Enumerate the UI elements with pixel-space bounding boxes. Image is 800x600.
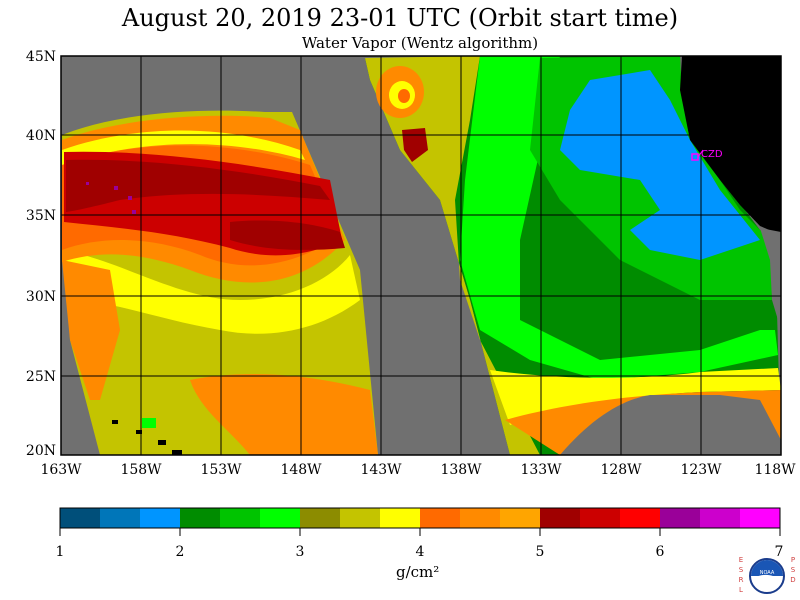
colorbar-swatch xyxy=(180,508,221,528)
colorbar-swatch xyxy=(220,508,261,528)
colorbar-swatch xyxy=(460,508,501,528)
colorbar-tick-2: 2 xyxy=(175,544,185,560)
east-swath-blue-region xyxy=(560,70,760,260)
colorbar-tick-4: 4 xyxy=(415,544,425,560)
colorbar-swatch xyxy=(340,508,381,528)
island-green-patch xyxy=(142,418,156,428)
west-swath-darkred-tongue xyxy=(230,220,345,250)
lat-label-25n: 25N xyxy=(25,369,56,385)
island xyxy=(172,450,182,455)
logo-letter: E xyxy=(739,556,743,564)
lon-label-138w: 138W xyxy=(440,462,482,478)
lat-label-20n: 20N xyxy=(25,443,56,459)
swirl-core xyxy=(398,89,410,103)
west-swath-south xyxy=(190,374,378,455)
lat-label-40n: 40N xyxy=(25,128,56,144)
colorbar xyxy=(59,507,781,536)
station-label: CZD xyxy=(701,149,723,160)
logo-letter: S xyxy=(791,566,796,574)
map-field xyxy=(61,56,781,455)
colorbar-swatch xyxy=(420,508,461,528)
high-vapor-pixel xyxy=(132,210,136,214)
logo-letter: R xyxy=(739,576,744,584)
colorbar-tick-6: 6 xyxy=(655,544,665,560)
east-edge-no-data xyxy=(760,228,781,330)
colorbar-swatch xyxy=(380,508,421,528)
lon-label-118w: 118W xyxy=(754,462,796,478)
colorbar-swatch xyxy=(540,508,581,528)
map-frame xyxy=(60,55,782,456)
colorbar-swatch xyxy=(300,508,341,528)
colorbar-swatch xyxy=(260,508,301,528)
island xyxy=(158,440,166,445)
station-pointer xyxy=(697,149,704,158)
colorbar-tick-7: 7 xyxy=(774,544,784,560)
lon-label-158w: 158W xyxy=(120,462,162,478)
lon-label-128w: 128W xyxy=(600,462,642,478)
colorbar-swatch xyxy=(140,508,181,528)
west-swath-left-edge xyxy=(62,260,120,400)
colorbar-swatch xyxy=(740,508,781,528)
island xyxy=(136,430,142,434)
logo-letter: S xyxy=(739,566,744,574)
colorbar-swatch xyxy=(660,508,701,528)
lon-label-143w: 143W xyxy=(360,462,402,478)
colorbar-swatch xyxy=(60,508,101,528)
graticule xyxy=(61,56,781,455)
island xyxy=(112,420,118,424)
colorbar-swatch xyxy=(500,508,541,528)
west-swath-darkred-core xyxy=(66,159,330,212)
station-marker: CZD xyxy=(691,149,723,161)
chart-title: August 20, 2019 23-01 UTC (Orbit start t… xyxy=(121,4,679,32)
logo-psd-text: PSD xyxy=(790,556,795,584)
logo-bird xyxy=(753,574,781,584)
logo-sky xyxy=(751,560,783,576)
logo-letter: D xyxy=(790,576,795,584)
lat-label-30n: 30N xyxy=(25,289,56,305)
colorbar-tick-1: 1 xyxy=(55,544,65,560)
lat-label-35n: 35N xyxy=(25,208,56,224)
logo-letter: L xyxy=(739,586,743,594)
lon-label-163w: 163W xyxy=(40,462,82,478)
colorbar-tick-5: 5 xyxy=(535,544,545,560)
colorbar-swatch xyxy=(580,508,621,528)
lon-label-133w: 133W xyxy=(520,462,562,478)
colorbar-unit: g/cm² xyxy=(396,563,440,581)
high-vapor-pixel xyxy=(86,182,89,185)
high-vapor-pixel xyxy=(114,186,118,190)
colorbar-swatch xyxy=(620,508,661,528)
colorbar-swatch xyxy=(700,508,741,528)
logo-letter: P xyxy=(791,556,795,564)
east-swath-gap xyxy=(560,395,781,455)
logo-noaa-text: NOAA xyxy=(760,570,775,576)
land-north-america xyxy=(680,56,781,235)
west-swath-yellow-band xyxy=(62,250,360,334)
lon-label-153w: 153W xyxy=(200,462,242,478)
colorbar-tick-3: 3 xyxy=(295,544,305,560)
lat-label-45n: 45N xyxy=(25,49,56,65)
chart-subtitle: Water Vapor (Wentz algorithm) xyxy=(301,34,539,52)
lon-label-123w: 123W xyxy=(680,462,722,478)
lon-label-148w: 148W xyxy=(280,462,322,478)
colorbar-swatch xyxy=(100,508,141,528)
swirl-darkred xyxy=(402,128,428,162)
west-swath-yellow-line xyxy=(62,130,305,165)
high-vapor-pixel xyxy=(128,196,132,200)
